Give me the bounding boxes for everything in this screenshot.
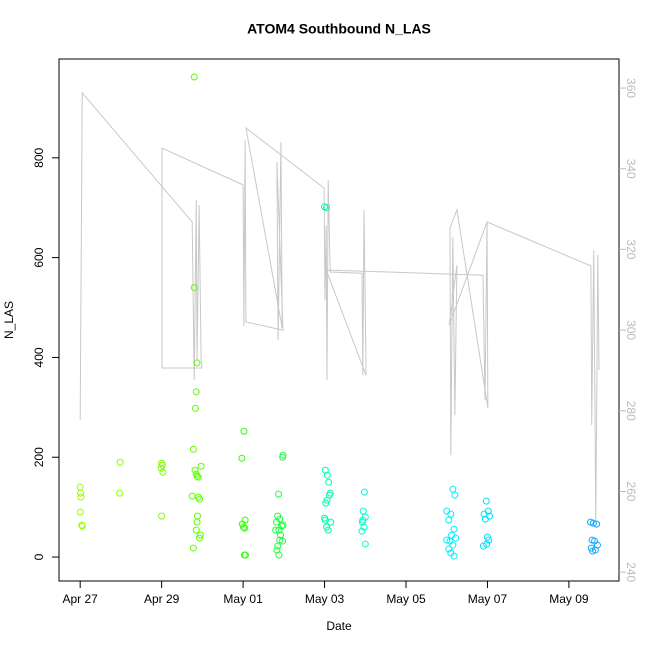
data-point — [452, 534, 460, 542]
data-point — [323, 204, 331, 212]
data-point — [192, 388, 200, 396]
y2-tick-label: 340 — [624, 159, 638, 179]
data-point — [450, 525, 458, 533]
data-point — [191, 404, 199, 412]
data-point — [190, 284, 198, 292]
data-point — [589, 547, 597, 555]
data-point — [193, 359, 201, 367]
data-point — [159, 468, 167, 476]
data-point — [479, 542, 487, 550]
data-point — [191, 466, 199, 474]
data-point — [279, 521, 287, 529]
data-point — [322, 499, 330, 507]
chart-title: ATOM4 Southbound N_LAS — [247, 21, 431, 37]
y-tick-label: 800 — [32, 147, 46, 167]
y-tick-label: 0 — [32, 553, 46, 560]
x-tick-label: Apr 27 — [62, 592, 98, 606]
x-tick-label: May 03 — [305, 592, 345, 606]
y2-tick-label: 300 — [624, 320, 638, 340]
data-point — [76, 508, 84, 516]
y-tick-label: 600 — [32, 247, 46, 267]
y2-tick-label: 240 — [624, 562, 638, 582]
data-point — [279, 453, 287, 461]
y2-tick-label: 280 — [624, 401, 638, 421]
data-point — [193, 472, 201, 480]
data-point — [192, 526, 200, 534]
data-point — [240, 427, 248, 435]
data-point — [190, 73, 198, 81]
data-point — [451, 491, 459, 499]
data-point — [358, 527, 366, 535]
data-point — [481, 515, 489, 523]
data-point — [324, 526, 332, 534]
data-point — [189, 445, 197, 453]
data-point — [323, 471, 331, 479]
data-point — [78, 522, 86, 530]
x-tick-label: May 01 — [223, 592, 263, 606]
data-point — [360, 523, 368, 531]
data-point — [158, 512, 166, 520]
data-point — [241, 524, 249, 532]
x-tick-label: May 09 — [549, 592, 589, 606]
data-line — [79, 91, 600, 521]
data-point — [193, 518, 201, 526]
x-axis-label: Date — [326, 619, 352, 633]
x-tick-label: May 05 — [386, 592, 426, 606]
data-point — [272, 526, 280, 534]
y-tick-label: 400 — [32, 347, 46, 367]
y-tick-label: 200 — [32, 447, 46, 467]
data-point — [445, 516, 453, 524]
data-point — [447, 510, 455, 518]
data-point — [238, 454, 246, 462]
data-point — [449, 485, 457, 493]
data-point — [277, 531, 285, 539]
data-point — [325, 478, 333, 486]
data-point — [361, 540, 369, 548]
data-point — [593, 541, 601, 549]
data-point — [77, 489, 85, 497]
data-point — [194, 473, 202, 481]
data-point — [443, 536, 451, 544]
data-point — [360, 488, 368, 496]
x-tick-label: Apr 29 — [144, 592, 180, 606]
data-point — [359, 507, 367, 515]
data-point — [485, 536, 493, 544]
data-point — [274, 542, 282, 550]
data-point — [450, 552, 458, 560]
y-axis-label: N_LAS — [2, 301, 16, 339]
data-point — [116, 489, 124, 497]
y2-tick-label: 260 — [624, 481, 638, 501]
data-point — [279, 537, 287, 545]
data-point — [275, 526, 283, 534]
data-point — [275, 551, 283, 559]
data-point — [77, 493, 85, 501]
data-point — [196, 531, 204, 539]
data-point — [482, 497, 490, 505]
data-point — [445, 545, 453, 553]
y2-tick-label: 360 — [624, 78, 638, 98]
y2-tick-label: 320 — [624, 239, 638, 259]
x-tick-label: May 07 — [468, 592, 508, 606]
data-point — [589, 519, 597, 527]
data-point — [242, 551, 250, 559]
data-point — [275, 490, 283, 498]
data-point — [196, 495, 204, 503]
data-point — [197, 462, 205, 470]
data-point — [196, 534, 204, 542]
data-point — [359, 516, 367, 524]
data-point — [327, 518, 335, 526]
data-point — [116, 458, 124, 466]
data-point — [593, 520, 601, 528]
data-point — [239, 523, 247, 531]
data-point — [189, 544, 197, 552]
data-point — [449, 541, 457, 549]
plot-frame — [58, 58, 620, 582]
data-point — [272, 518, 280, 526]
data-point — [157, 464, 165, 472]
